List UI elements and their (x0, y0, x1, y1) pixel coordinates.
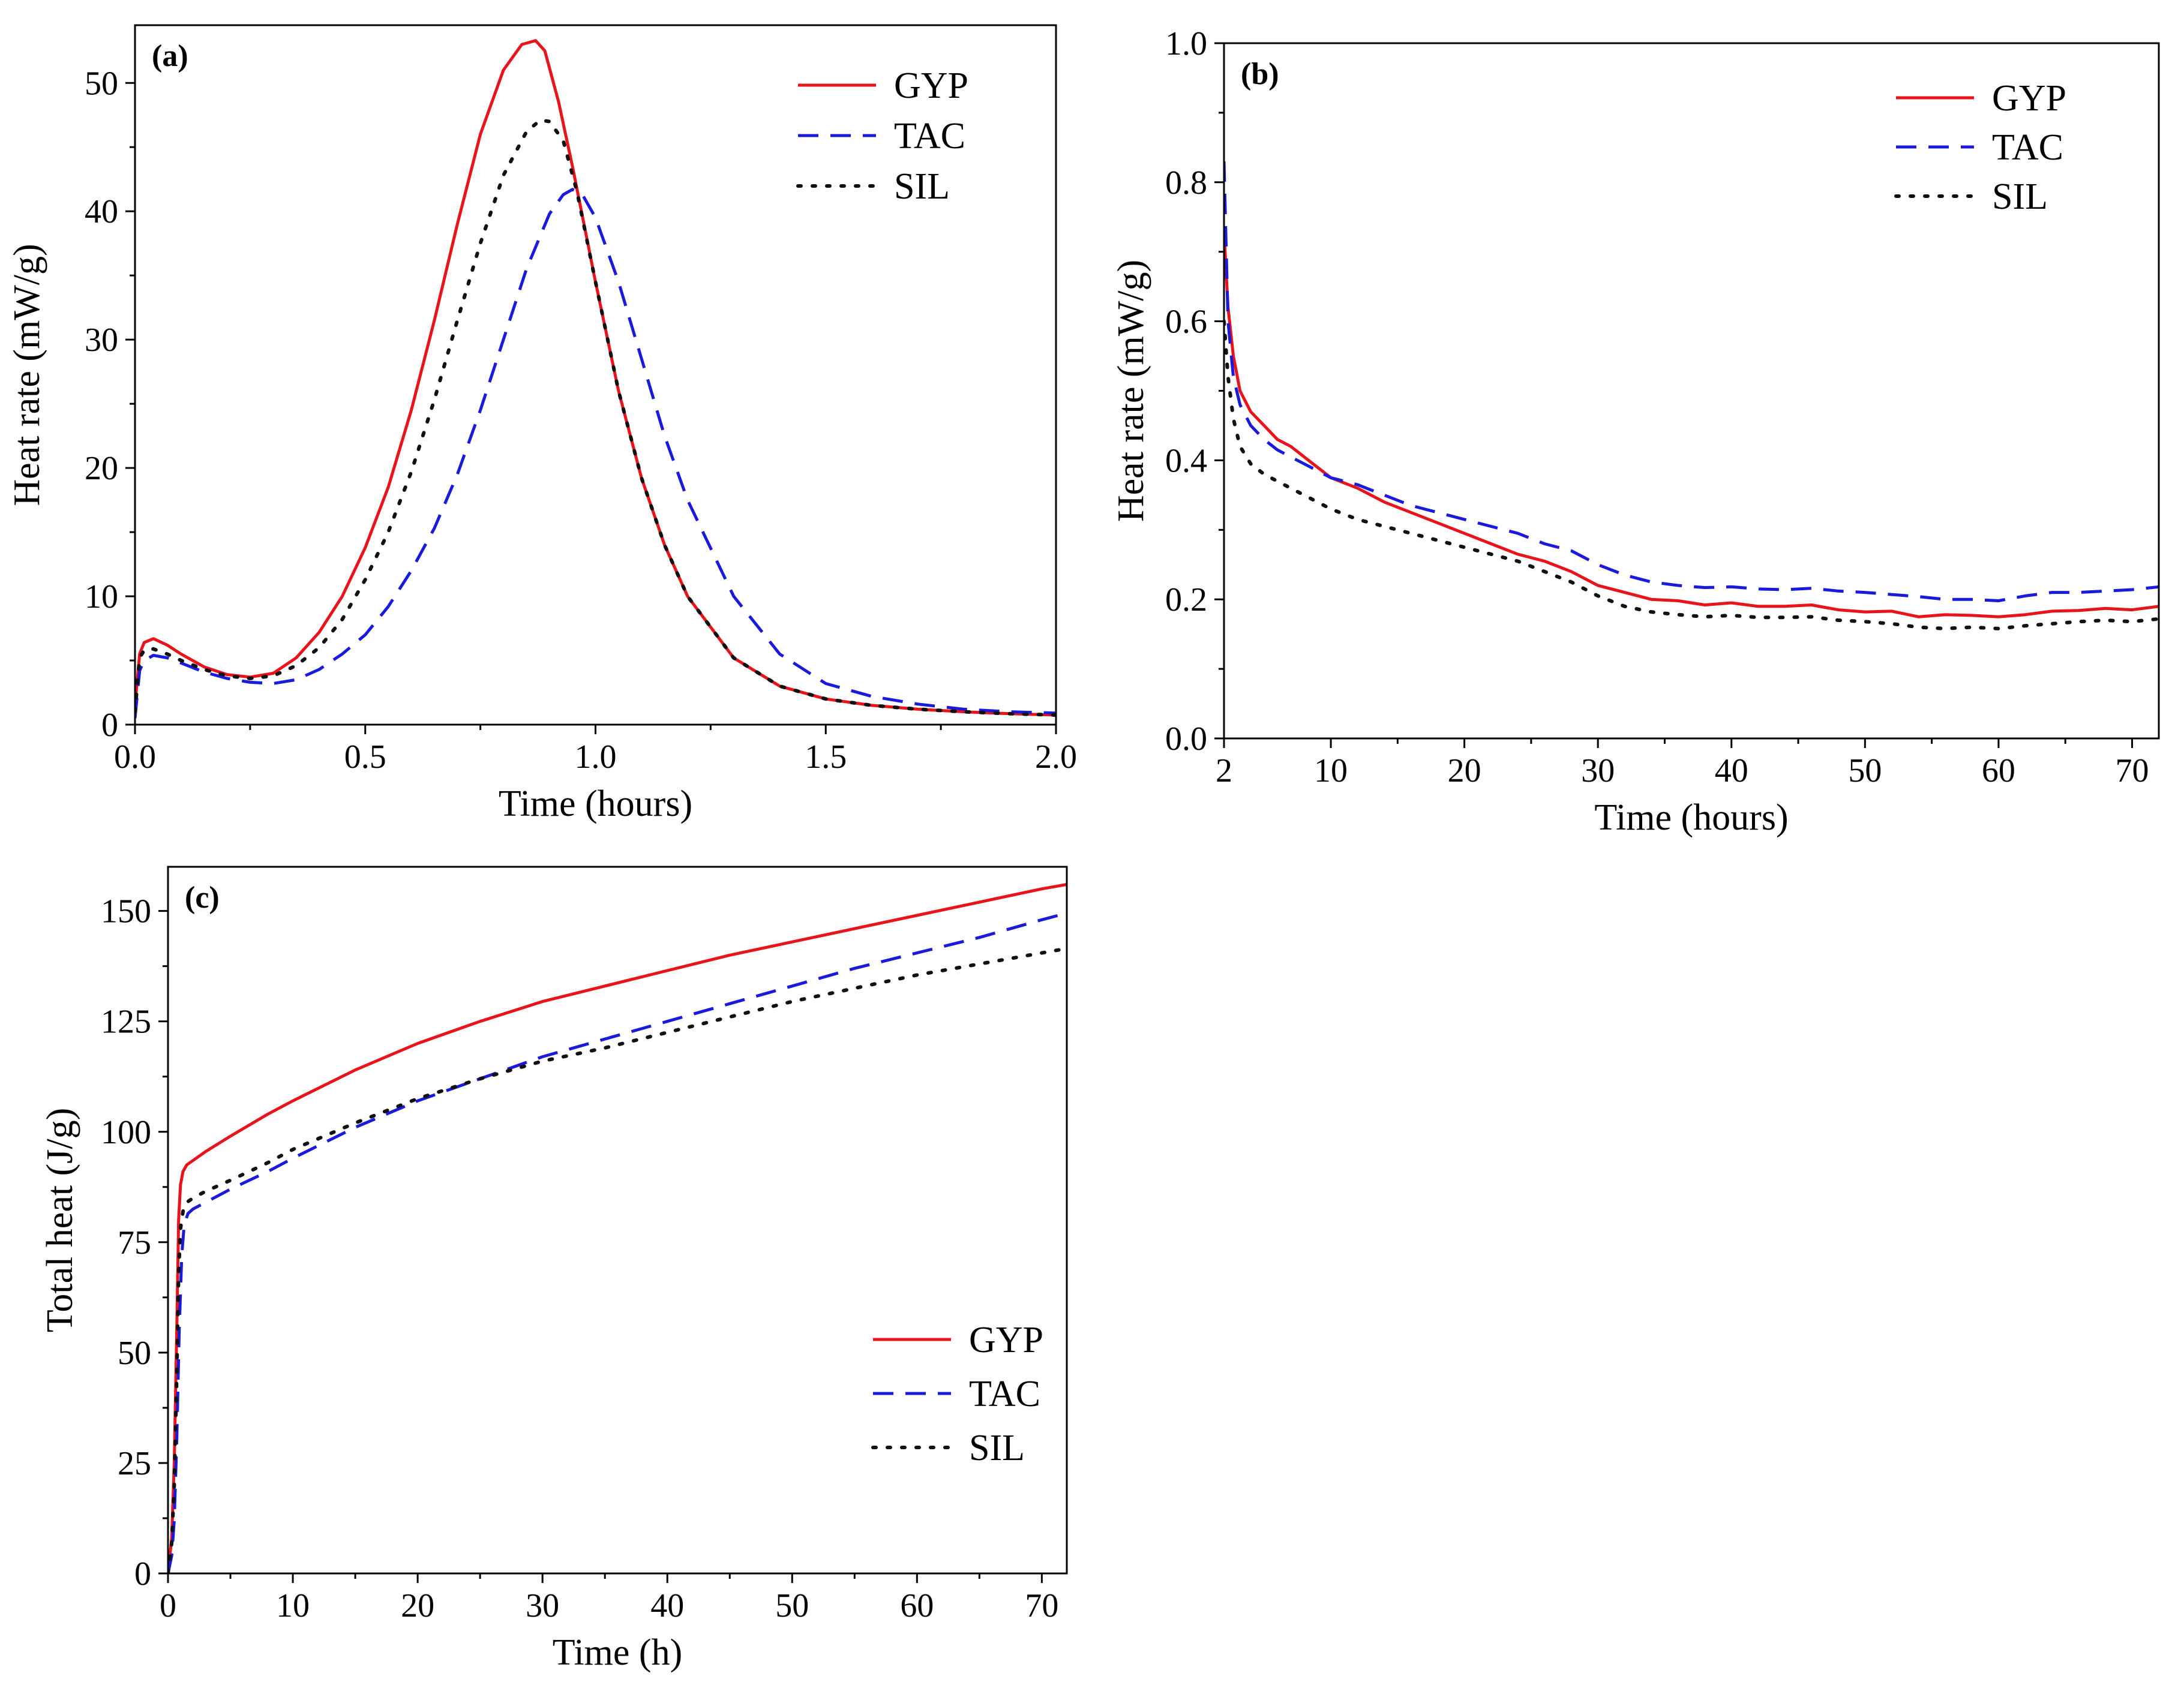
legend-label-gyp: GYP (1992, 78, 2066, 119)
y-tick-label: 0.2 (1165, 581, 1207, 618)
y-tick-label: 100 (101, 1114, 151, 1151)
x-axis-title: Time (hours) (499, 783, 692, 824)
x-tick-label: 0.0 (114, 738, 156, 776)
x-tick-label: 70 (2115, 752, 2149, 789)
y-tick-label: 0 (134, 1555, 151, 1593)
series-line-sil (1224, 319, 2159, 630)
chart-panel-c: 0 10 20 30 40 50 60 70 0 25 50 75 100 125 150 Time (h) T… (40, 866, 1068, 1673)
x-tick-label: 10 (276, 1587, 310, 1624)
series-line-tac (135, 188, 1056, 719)
x-tick-label: 10 (1314, 752, 1348, 789)
y-tick-label: 10 (85, 578, 118, 615)
series-line-tac (168, 911, 1067, 1573)
y-tick-label: 150 (101, 893, 151, 930)
x-tick-label: 20 (1448, 752, 1481, 789)
x-axis-title: Time (hours) (1594, 797, 1788, 838)
y-tick-label: 30 (85, 322, 118, 359)
legend-label-gyp: GYP (969, 1320, 1043, 1360)
series-line-gyp (168, 883, 1067, 1573)
legend-label-sil: SIL (894, 166, 950, 207)
y-tick-label: 75 (118, 1224, 151, 1262)
y-tick-label: 25 (118, 1445, 151, 1482)
x-tick-label: 0 (160, 1587, 176, 1624)
chart-panel-a: 0.0 0.5 1.0 1.5 2.0 0 10 20 30 40 50 Time (hours) He… (7, 24, 1077, 824)
x-tick-label: 0.5 (344, 738, 386, 776)
x-tick-label: 1.0 (575, 738, 617, 776)
x-tick-label: 2.0 (1035, 738, 1077, 776)
chart-panel-b: 2 10 20 30 40 50 60 70 0.0 0.2 0.4 0.6 0.8 1.0 Time (h… (1111, 25, 2160, 838)
legend-label-tac: TAC (894, 116, 965, 157)
series-line-sil (135, 118, 1056, 717)
y-tick-label: 125 (101, 1004, 151, 1041)
y-tick-label: 40 (85, 193, 118, 230)
x-tick-label: 60 (900, 1587, 934, 1624)
y-tick-label: 50 (85, 65, 118, 102)
panel-label: (a) (152, 39, 188, 73)
legend: GYP TAC SIL (871, 1320, 1043, 1468)
x-tick-label: 30 (1581, 752, 1615, 789)
y-axis-title: Heat rate (mW/g) (1111, 260, 1151, 522)
plot-frame (167, 866, 1068, 1575)
series-line-gyp (1224, 230, 2159, 618)
legend-label-tac: TAC (969, 1374, 1040, 1414)
y-tick-label: 20 (85, 450, 118, 487)
x-tick-label: 50 (1848, 752, 1882, 789)
x-tick-label: 1.5 (805, 738, 847, 776)
y-tick-label: 1.0 (1165, 25, 1207, 62)
x-tick-label: 20 (401, 1587, 434, 1624)
y-tick-label: 0.6 (1165, 304, 1207, 341)
x-tick-label: 30 (526, 1587, 559, 1624)
y-tick-label: 0.4 (1165, 442, 1207, 479)
x-tick-label: 60 (1982, 752, 2015, 789)
panel-label: (b) (1241, 57, 1279, 91)
x-tick-label: 40 (1715, 752, 1748, 789)
series-line-tac (1224, 161, 2159, 602)
legend-label-sil: SIL (969, 1428, 1025, 1468)
x-tick-label: 70 (1025, 1587, 1058, 1624)
y-axis-title: Heat rate (mW/g) (7, 244, 47, 506)
legend-label-tac: TAC (1992, 127, 2063, 168)
y-tick-label: 50 (118, 1335, 151, 1372)
series-line-sil (168, 947, 1067, 1573)
panel-label: (c) (185, 881, 220, 915)
x-tick-label: 40 (650, 1587, 684, 1624)
y-axis-title: Total heat (J/g) (40, 1108, 80, 1332)
y-tick-label: 0.8 (1165, 164, 1207, 202)
legend: GYP TAC SIL (1894, 78, 2066, 217)
legend: GYP TAC SIL (796, 65, 968, 207)
x-axis-title: Time (h) (553, 1632, 682, 1673)
y-tick-label: 0 (101, 707, 118, 744)
x-tick-label: 2 (1216, 752, 1232, 789)
y-tick-label: 0.0 (1165, 720, 1207, 758)
legend-label-gyp: GYP (894, 65, 968, 106)
x-tick-label: 50 (775, 1587, 809, 1624)
legend-label-sil: SIL (1992, 176, 2048, 217)
